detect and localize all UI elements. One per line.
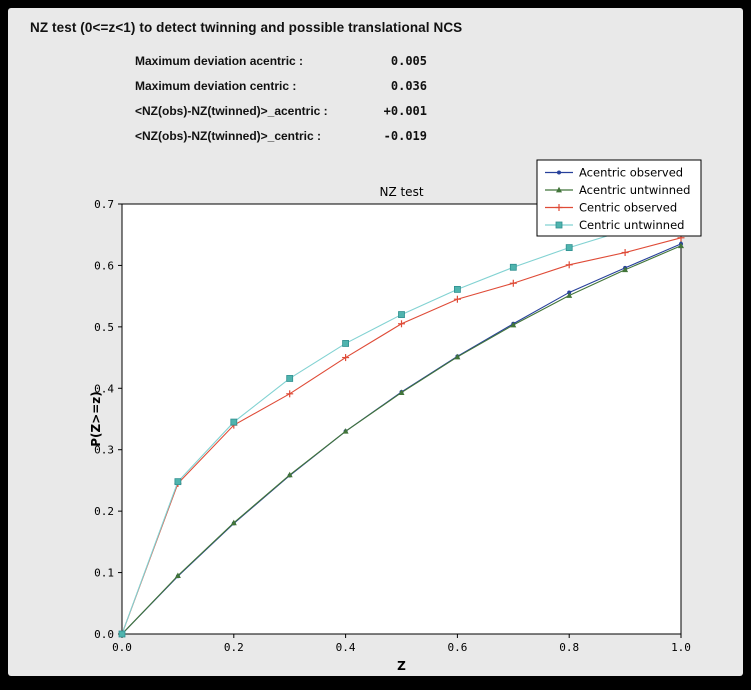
series-acentric-untwinned <box>119 242 684 637</box>
x-tick-label: 0.8 <box>559 641 579 654</box>
y-tick-label: 0.0 <box>94 628 114 641</box>
legend-entry-label: Centric untwinned <box>579 218 684 232</box>
y-tick-label: 0.3 <box>94 444 114 457</box>
legend-entry-label: Acentric observed <box>579 166 683 180</box>
stat-label: <NZ(obs)-NZ(twinned)>_centric : <box>135 129 322 143</box>
y-tick-label: 0.1 <box>94 567 114 580</box>
stat-label: Maximum deviation centric : <box>135 79 297 93</box>
stats-block: Maximum deviation acentric : 0.005 Maxim… <box>135 54 427 154</box>
x-tick-label: 0.0 <box>112 641 132 654</box>
y-axis-label: P(Z>=z) <box>89 391 103 447</box>
stat-label: Maximum deviation acentric : <box>135 54 304 68</box>
y-tick-label: 0.5 <box>94 321 114 334</box>
stat-row: <NZ(obs)-NZ(twinned)>_acentric : +0.001 <box>135 104 427 129</box>
stat-value: +0.001 <box>383 104 427 118</box>
nz-test-chart: 0.0 0.2 0.4 0.6 0.8 1.0 0.0 0.1 0.2 0.3 0.4 0.5 0.6 0… <box>89 159 702 673</box>
x-tick-label: 0.6 <box>447 641 467 654</box>
page-title: NZ test (0<=z<1) to detect twinning and … <box>30 20 463 35</box>
stat-row: Maximum deviation centric : 0.036 <box>135 79 427 104</box>
plot-panel: 0.0 0.2 0.4 0.6 0.8 1.0 0.0 0.1 0.2 0.3 0.4 0.5 0.6 0… <box>8 8 743 676</box>
y-tick-label: 0.4 <box>94 382 114 395</box>
stat-value: -0.019 <box>383 129 427 143</box>
chart-title: NZ test <box>379 185 423 199</box>
x-tick-label: 1.0 <box>671 641 691 654</box>
stat-value: 0.005 <box>390 54 427 68</box>
y-tick-label: 0.6 <box>94 259 114 272</box>
stat-label: <NZ(obs)-NZ(twinned)>_acentric : <box>135 104 328 118</box>
legend-entry-label: Acentric untwinned <box>579 183 690 197</box>
stat-value: 0.036 <box>390 79 427 93</box>
x-tick-label: 0.4 <box>336 641 356 654</box>
x-tick-label: 0.2 <box>224 641 244 654</box>
y-tick-label: 0.2 <box>94 505 114 518</box>
x-axis-label: Z <box>397 659 406 673</box>
stat-row: Maximum deviation acentric : 0.005 <box>135 54 427 79</box>
y-tick-label: 0.7 <box>94 198 114 211</box>
legend-entry-label: Centric observed <box>579 201 677 215</box>
legend: Acentric observed Acentric untwinned Centr… <box>536 159 702 237</box>
plot-area <box>121 203 682 635</box>
stat-row: <NZ(obs)-NZ(twinned)>_centric : -0.019 <box>135 129 427 154</box>
